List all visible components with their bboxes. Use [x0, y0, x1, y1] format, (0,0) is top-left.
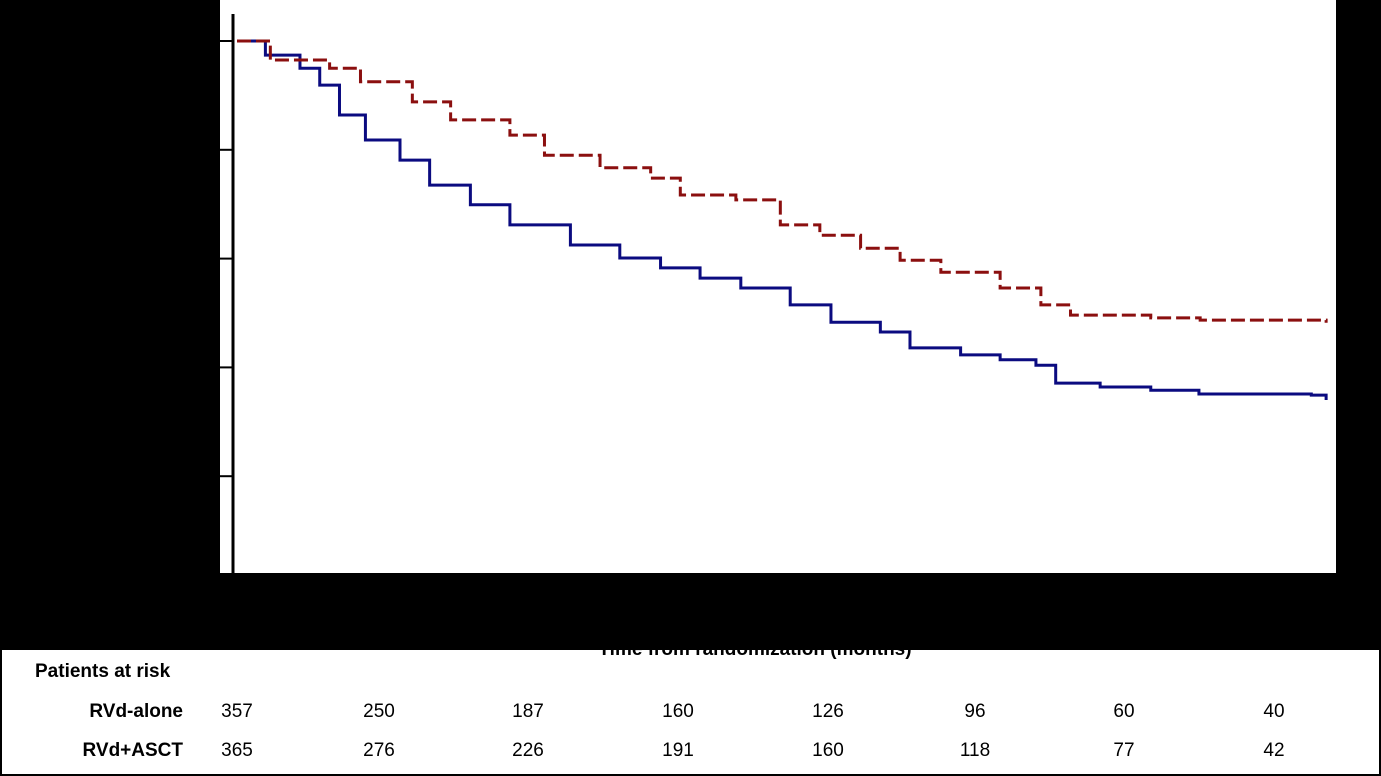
- risk-count: 191: [662, 740, 694, 761]
- risk-count: 60: [1113, 701, 1134, 722]
- risk-count: 160: [812, 740, 844, 761]
- risk-count: 118: [960, 740, 990, 761]
- risk-count: 126: [812, 701, 844, 722]
- risk-count: 96: [964, 701, 985, 722]
- risk-count: 160: [662, 701, 694, 722]
- risk-count: 276: [363, 740, 395, 761]
- row-label: RVd+ASCT: [83, 740, 184, 761]
- risk-count: 40: [1263, 701, 1284, 722]
- risk-count: 42: [1263, 740, 1284, 761]
- survival-curve: [237, 39, 1328, 323]
- risk-count: 77: [1113, 740, 1134, 761]
- risk-count: 226: [512, 740, 544, 761]
- row-label: RVd-alone: [89, 701, 183, 722]
- risk-count: 357: [221, 701, 253, 722]
- risk-count: 187: [512, 701, 544, 722]
- x-axis-title: Time from randomization (months): [598, 639, 911, 660]
- survival-curve: [237, 39, 1328, 401]
- table-title: Patients at risk: [35, 661, 171, 682]
- risk-table: [0, 648, 1381, 776]
- risk-count: 365: [221, 740, 253, 761]
- risk-count: 250: [363, 701, 395, 722]
